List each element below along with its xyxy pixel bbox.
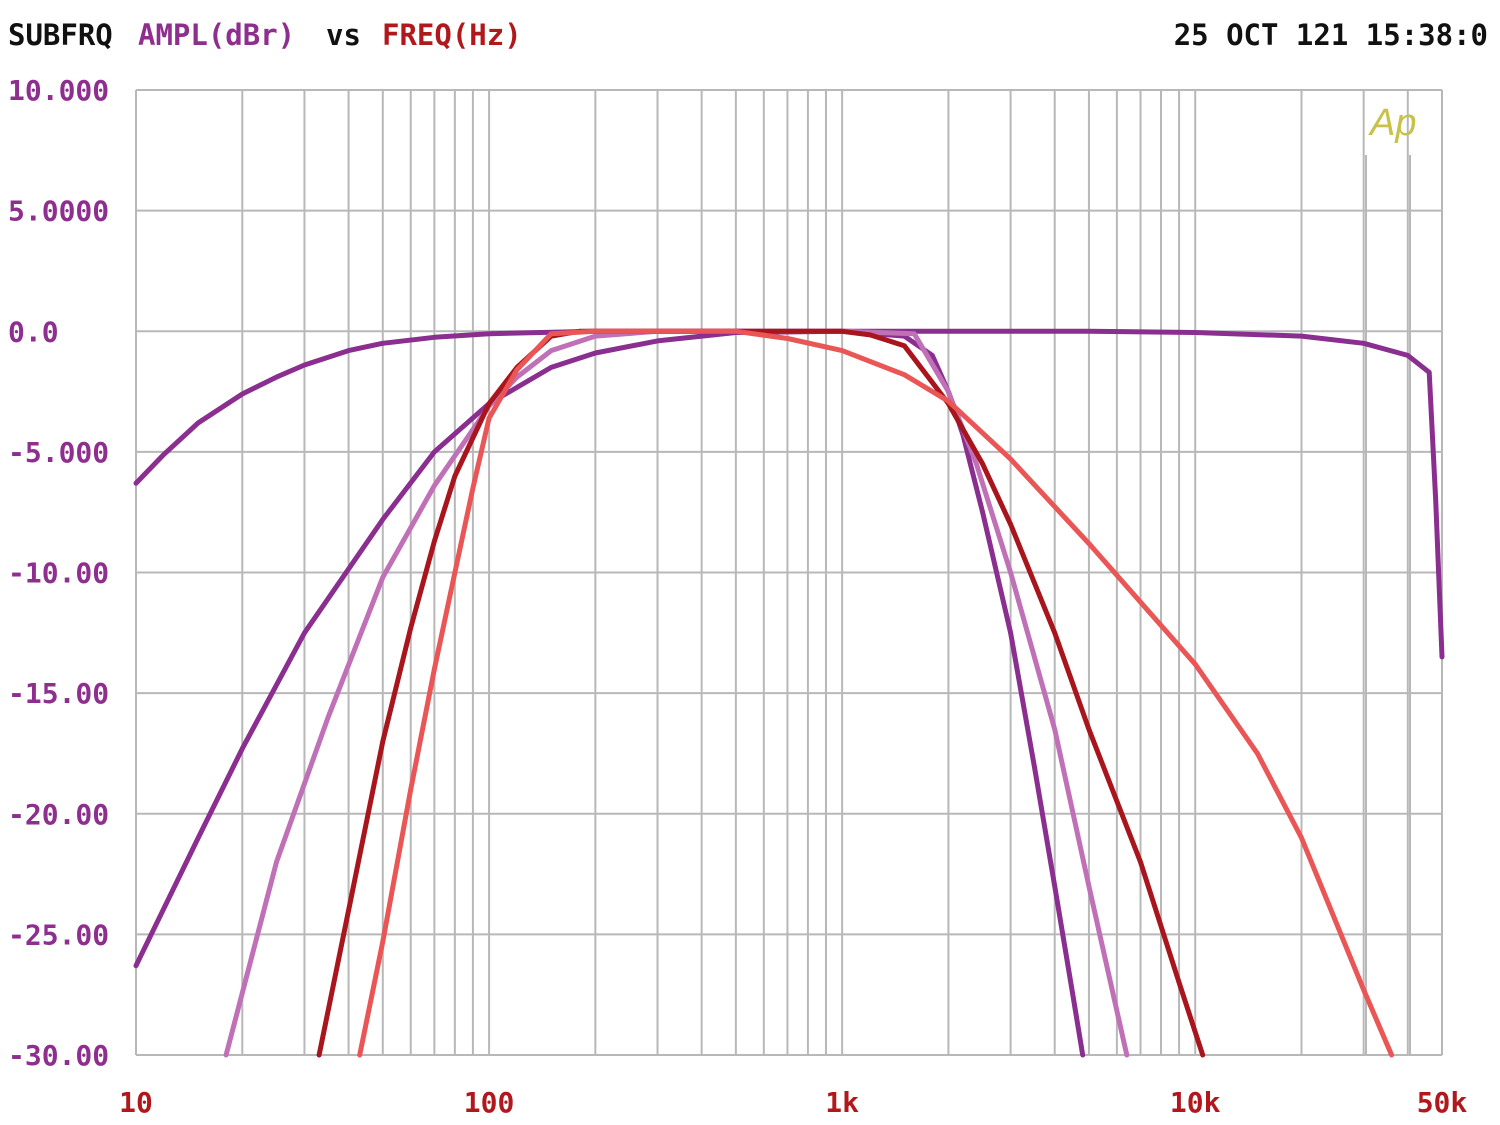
y-tick-label: -25.00 (8, 918, 109, 951)
x-tick-label: 100 (464, 1086, 515, 1119)
y-tick-label: -20.00 (8, 798, 109, 831)
y-tick-label: -5.000 (8, 436, 109, 469)
header-x-measure: FREQ(Hz) (382, 18, 522, 52)
x-tick-label: 10 (119, 1086, 153, 1119)
chart-header: SUBFRQ AMPL(dBr) vs FREQ(Hz) 25 OCT 121 … (0, 0, 1500, 72)
x-tick-labels: 10 100 1k 10k 50k (119, 1086, 1467, 1119)
x-tick-label: 1k (825, 1086, 859, 1119)
series-line-4 (316, 328, 1206, 1058)
grid (135, 89, 1443, 1056)
y-tick-label: -15.00 (8, 677, 109, 710)
series-line-1 (133, 328, 1445, 660)
x-tick-label: 10k (1170, 1086, 1221, 1119)
y-tick-label: -10.00 (8, 557, 109, 590)
ap-logo-text: Ap (1368, 102, 1416, 144)
y-tick-labels: 10.000 5.0000 0.0 -5.000 -10.00 -15.00 -20.00 -… (8, 74, 109, 1072)
header-title: SUBFRQ (8, 18, 113, 52)
header-vs: vs (326, 18, 361, 52)
header-datetime: 25 OCT 121 15:38:0 (1173, 18, 1488, 52)
header-y-measure: AMPL(dBr) (138, 18, 296, 52)
y-tick-label: 0.0 (8, 315, 59, 348)
ap-logo: Ap (1365, 102, 1416, 1055)
series-line-5 (357, 328, 1395, 1058)
y-tick-label: 5.0000 (8, 195, 109, 228)
y-tick-label: -30.00 (8, 1039, 109, 1072)
series-group (133, 328, 1445, 1058)
y-tick-label: 10.000 (8, 74, 109, 107)
x-tick-label: 50k (1417, 1086, 1468, 1119)
